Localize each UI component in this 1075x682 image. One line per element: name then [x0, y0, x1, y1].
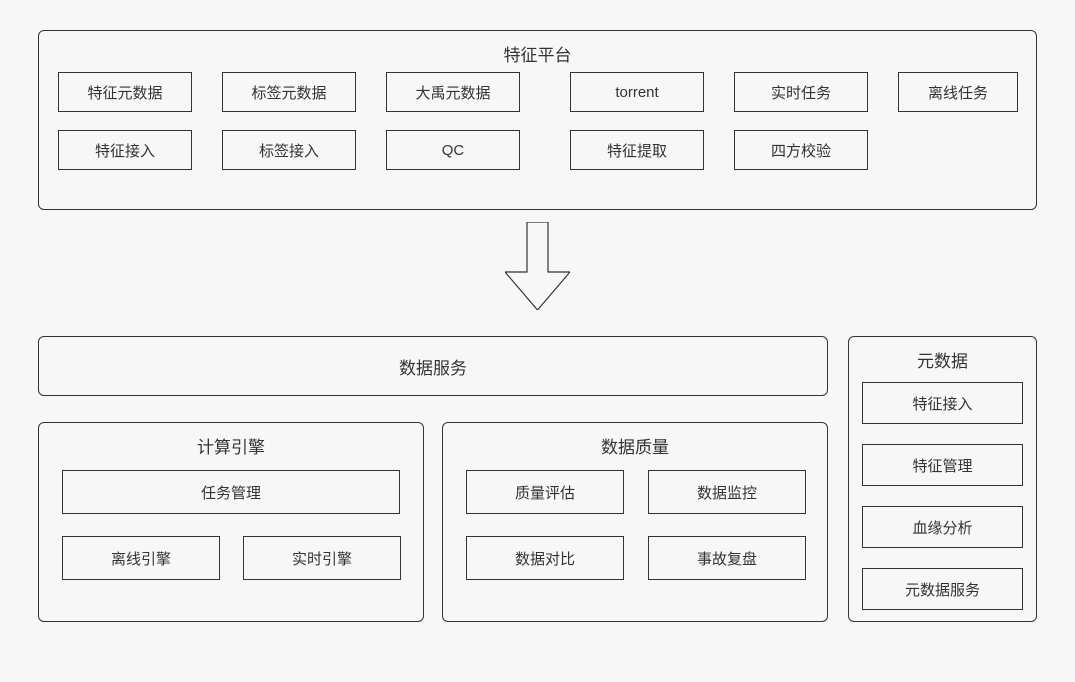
- fp-box: 特征接入: [58, 130, 192, 170]
- compute-engine-title: 计算引擎: [39, 423, 423, 464]
- md-box: 特征管理: [862, 444, 1023, 486]
- md-box: 血缘分析: [862, 506, 1023, 548]
- fp-box: 实时任务: [734, 72, 868, 112]
- dq-box: 事故复盘: [648, 536, 806, 580]
- ce-box: 实时引擎: [243, 536, 401, 580]
- dq-box: 数据对比: [466, 536, 624, 580]
- feature-platform-container: 特征平台: [38, 30, 1037, 210]
- fp-box: 标签接入: [222, 130, 356, 170]
- md-box: 元数据服务: [862, 568, 1023, 610]
- feature-platform-title: 特征平台: [39, 31, 1036, 72]
- data-service-title: 数据服务: [399, 354, 467, 379]
- fp-box: QC: [386, 130, 520, 170]
- dq-box: 数据监控: [648, 470, 806, 514]
- ce-box-wide: 任务管理: [62, 470, 400, 514]
- metadata-title: 元数据: [849, 337, 1036, 378]
- down-arrow-icon: [505, 222, 570, 310]
- data-quality-container: 数据质量: [442, 422, 828, 622]
- compute-engine-container: 计算引擎: [38, 422, 424, 622]
- fp-box: 特征元数据: [58, 72, 192, 112]
- dq-box: 质量评估: [466, 470, 624, 514]
- fp-box: 特征提取: [570, 130, 704, 170]
- ce-box: 离线引擎: [62, 536, 220, 580]
- fp-box: 大禹元数据: [386, 72, 520, 112]
- data-quality-title: 数据质量: [443, 423, 827, 464]
- fp-box: torrent: [570, 72, 704, 112]
- fp-box: 标签元数据: [222, 72, 356, 112]
- data-service-container: 数据服务: [38, 336, 828, 396]
- fp-box: 四方校验: [734, 130, 868, 170]
- fp-box: 离线任务: [898, 72, 1018, 112]
- md-box: 特征接入: [862, 382, 1023, 424]
